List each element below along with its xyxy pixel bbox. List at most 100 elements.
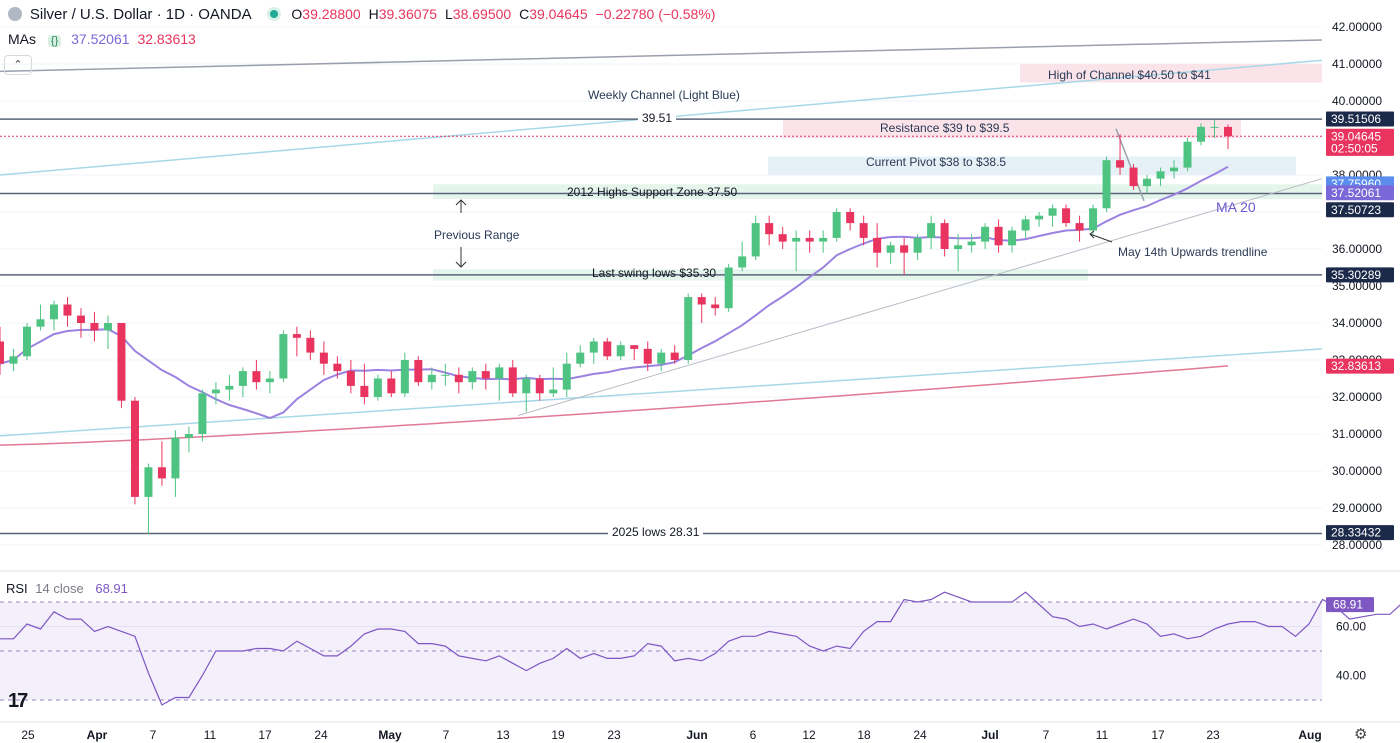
- candle-body[interactable]: [184, 434, 193, 438]
- candle-body[interactable]: [859, 223, 868, 238]
- candle-body[interactable]: [360, 385, 369, 397]
- candle-body[interactable]: [1197, 126, 1206, 142]
- candle-body[interactable]: [279, 334, 288, 379]
- candle-body[interactable]: [940, 223, 949, 249]
- candle-body[interactable]: [1224, 126, 1232, 137]
- candle-body[interactable]: [481, 371, 490, 379]
- candle-body[interactable]: [1170, 167, 1179, 172]
- candle-body[interactable]: [427, 374, 436, 383]
- candle-body[interactable]: [657, 352, 666, 364]
- candle-body[interactable]: [819, 237, 828, 242]
- candle-body[interactable]: [616, 345, 625, 357]
- candle-body[interactable]: [562, 363, 571, 390]
- candle-body[interactable]: [927, 223, 936, 238]
- candle-body[interactable]: [603, 341, 612, 357]
- candle-body[interactable]: [670, 352, 679, 360]
- settings-gear-icon[interactable]: ⚙: [1354, 726, 1368, 743]
- candle-body[interactable]: [76, 315, 85, 323]
- candle-body[interactable]: [1143, 178, 1152, 187]
- candle-body[interactable]: [981, 226, 990, 242]
- candle-body[interactable]: [373, 378, 382, 398]
- candle-body[interactable]: [117, 323, 126, 401]
- candle-body[interactable]: [535, 378, 544, 394]
- candle-body[interactable]: [873, 237, 882, 253]
- candle-body[interactable]: [346, 371, 355, 386]
- candle-body[interactable]: [90, 323, 99, 331]
- candle-body[interactable]: [319, 352, 328, 364]
- candle-body[interactable]: [1183, 141, 1192, 168]
- candle-body[interactable]: [252, 371, 261, 383]
- candle-body[interactable]: [684, 297, 693, 360]
- collapse-legend-button[interactable]: ⌃: [4, 55, 32, 75]
- candle-body[interactable]: [549, 389, 558, 394]
- candle-body[interactable]: [238, 371, 247, 386]
- candle-body[interactable]: [630, 345, 639, 349]
- candle-body[interactable]: [1062, 208, 1071, 224]
- candle-body[interactable]: [400, 360, 409, 394]
- candle-body[interactable]: [589, 341, 598, 353]
- candle-body[interactable]: [886, 245, 895, 253]
- candle-body[interactable]: [387, 378, 396, 394]
- candle-body[interactable]: [913, 237, 922, 253]
- candle-body[interactable]: [765, 223, 774, 235]
- candle-body[interactable]: [130, 400, 139, 497]
- candle-body[interactable]: [103, 323, 112, 331]
- candle-body[interactable]: [792, 237, 801, 242]
- candle-body[interactable]: [1129, 167, 1138, 187]
- candle-body[interactable]: [441, 374, 450, 376]
- candle-body[interactable]: [778, 234, 787, 242]
- candle-body[interactable]: [198, 393, 207, 434]
- candle-body[interactable]: [454, 374, 463, 383]
- candle-body[interactable]: [292, 334, 301, 338]
- candle-body[interactable]: [468, 371, 477, 383]
- candle-body[interactable]: [967, 241, 976, 246]
- candle-body[interactable]: [954, 245, 963, 249]
- candle-body[interactable]: [1035, 215, 1044, 220]
- candle-body[interactable]: [576, 352, 585, 364]
- candle-body[interactable]: [1210, 126, 1219, 128]
- candle-body[interactable]: [522, 378, 531, 394]
- candle-body[interactable]: [1048, 208, 1057, 216]
- candle-body[interactable]: [805, 237, 814, 242]
- candle-body[interactable]: [711, 304, 720, 309]
- candle-body[interactable]: [832, 212, 841, 238]
- candle-body[interactable]: [1156, 171, 1165, 179]
- candle-body[interactable]: [1008, 230, 1017, 246]
- candle-body[interactable]: [144, 467, 153, 497]
- candle-body[interactable]: [900, 245, 909, 253]
- candle-body[interactable]: [724, 267, 733, 309]
- candle-body[interactable]: [994, 226, 1003, 246]
- candle-body[interactable]: [171, 437, 180, 479]
- candle-body[interactable]: [157, 467, 166, 479]
- candle-body[interactable]: [414, 360, 423, 383]
- rsi-label[interactable]: RSI: [6, 581, 28, 596]
- candle-body[interactable]: [508, 367, 517, 394]
- candle-body[interactable]: [22, 326, 31, 357]
- candle-body[interactable]: [495, 367, 504, 379]
- candle-body[interactable]: [1021, 219, 1030, 231]
- candle-body[interactable]: [333, 363, 342, 372]
- mas-label[interactable]: MAs: [8, 31, 36, 47]
- candle-body[interactable]: [1116, 160, 1125, 168]
- candle-body[interactable]: [0, 341, 4, 364]
- candle-body[interactable]: [36, 319, 45, 327]
- candle-body[interactable]: [211, 389, 220, 394]
- candle-body[interactable]: [9, 356, 18, 364]
- candle-body[interactable]: [846, 212, 855, 224]
- candle-body[interactable]: [643, 348, 652, 364]
- settings-braces-icon[interactable]: {}: [47, 35, 62, 47]
- candle-body[interactable]: [697, 297, 706, 305]
- candle-body[interactable]: [49, 304, 58, 320]
- candle-body[interactable]: [751, 223, 760, 257]
- candle-body[interactable]: [265, 378, 274, 383]
- tradingview-logo-icon[interactable]: 17: [8, 690, 28, 712]
- candle-body[interactable]: [63, 304, 72, 316]
- candle-body[interactable]: [1075, 223, 1084, 231]
- candle-body[interactable]: [306, 337, 315, 353]
- candle-body[interactable]: [225, 385, 234, 390]
- candle-body[interactable]: [738, 256, 747, 268]
- candle-body[interactable]: [1089, 208, 1098, 231]
- symbol-title[interactable]: Silver / U.S. Dollar · 1D · OANDA: [29, 6, 252, 23]
- candle-body[interactable]: [1102, 160, 1111, 209]
